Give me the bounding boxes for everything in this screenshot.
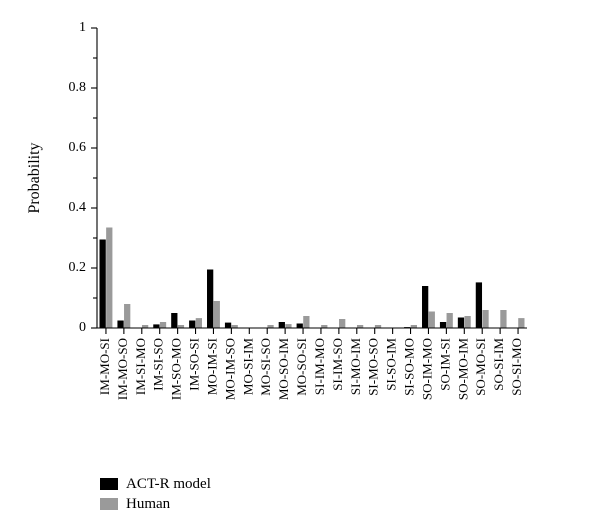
bar (500, 310, 506, 328)
x-tick-label: SI-IM-MO (312, 338, 327, 395)
bar (189, 321, 195, 329)
y-tick-label: 0.2 (69, 260, 87, 275)
y-axis-title: Probability (26, 142, 43, 213)
x-tick-label: SO-SI-MO (509, 338, 524, 396)
bar (429, 312, 435, 329)
bar (285, 324, 291, 328)
x-tick-label: SI-MO-IM (348, 338, 363, 395)
x-tick-label: SO-MO-IM (455, 338, 470, 401)
x-tick-label: IM-MO-SI (97, 338, 112, 395)
x-tick-label: SO-IM-SI (437, 338, 452, 391)
x-tick-label: MO-SO-IM (276, 338, 291, 401)
x-tick-label: SO-SI-IM (491, 338, 506, 391)
bar (476, 282, 482, 328)
y-tick-label: 0.4 (69, 200, 87, 215)
x-tick-label: MO-IM-SI (204, 338, 219, 395)
y-tick-label: 1 (79, 20, 86, 35)
x-tick-label: IM-SI-SO (151, 338, 166, 391)
legend-label: ACT-R model (126, 476, 211, 492)
bar (106, 228, 112, 329)
bar (458, 318, 464, 329)
x-tick-label: SI-SO-MO (402, 338, 417, 396)
bar (225, 323, 231, 328)
bar (482, 310, 488, 328)
bar (518, 318, 524, 328)
x-tick-label: SI-MO-SO (366, 338, 381, 396)
bar (297, 324, 303, 329)
x-tick-label: MO-IM-SO (222, 338, 237, 400)
legend-label: Human (126, 496, 171, 512)
x-tick-label: IM-SO-MO (169, 338, 184, 400)
x-tick-label: SI-SO-IM (384, 338, 399, 391)
y-tick-label: 0.8 (69, 80, 87, 95)
bar (171, 313, 177, 328)
chart-bg (0, 0, 600, 529)
x-tick-label: IM-SO-SI (187, 338, 202, 391)
probability-bar-chart: 00.20.40.60.81IM-MO-SIIM-MO-SOIM-SI-MOIM… (0, 0, 600, 529)
bar (447, 313, 453, 328)
x-tick-label: MO-SO-SI (294, 338, 309, 396)
y-tick-label: 0.6 (69, 140, 87, 155)
x-tick-label: IM-SI-MO (133, 338, 148, 395)
bar (279, 322, 285, 328)
bar (160, 322, 166, 328)
bar (124, 304, 130, 328)
legend-swatch (100, 478, 118, 490)
bar (196, 318, 202, 328)
bar (339, 319, 345, 328)
x-tick-label: SO-IM-MO (419, 338, 434, 400)
bar (440, 322, 446, 328)
bar (464, 316, 470, 328)
bar (100, 240, 106, 329)
legend-swatch (100, 498, 118, 510)
x-tick-label: SI-IM-SO (330, 338, 345, 391)
bar (303, 316, 309, 328)
x-tick-label: SO-MO-SI (473, 338, 488, 396)
y-tick-label: 0 (79, 320, 86, 335)
bar (207, 270, 213, 329)
x-tick-label: IM-MO-SO (115, 338, 130, 400)
x-tick-label: MO-SI-SO (258, 338, 273, 396)
x-tick-label: MO-SI-IM (240, 338, 255, 395)
bar (214, 301, 220, 328)
bar (422, 286, 428, 328)
bar (117, 321, 123, 329)
